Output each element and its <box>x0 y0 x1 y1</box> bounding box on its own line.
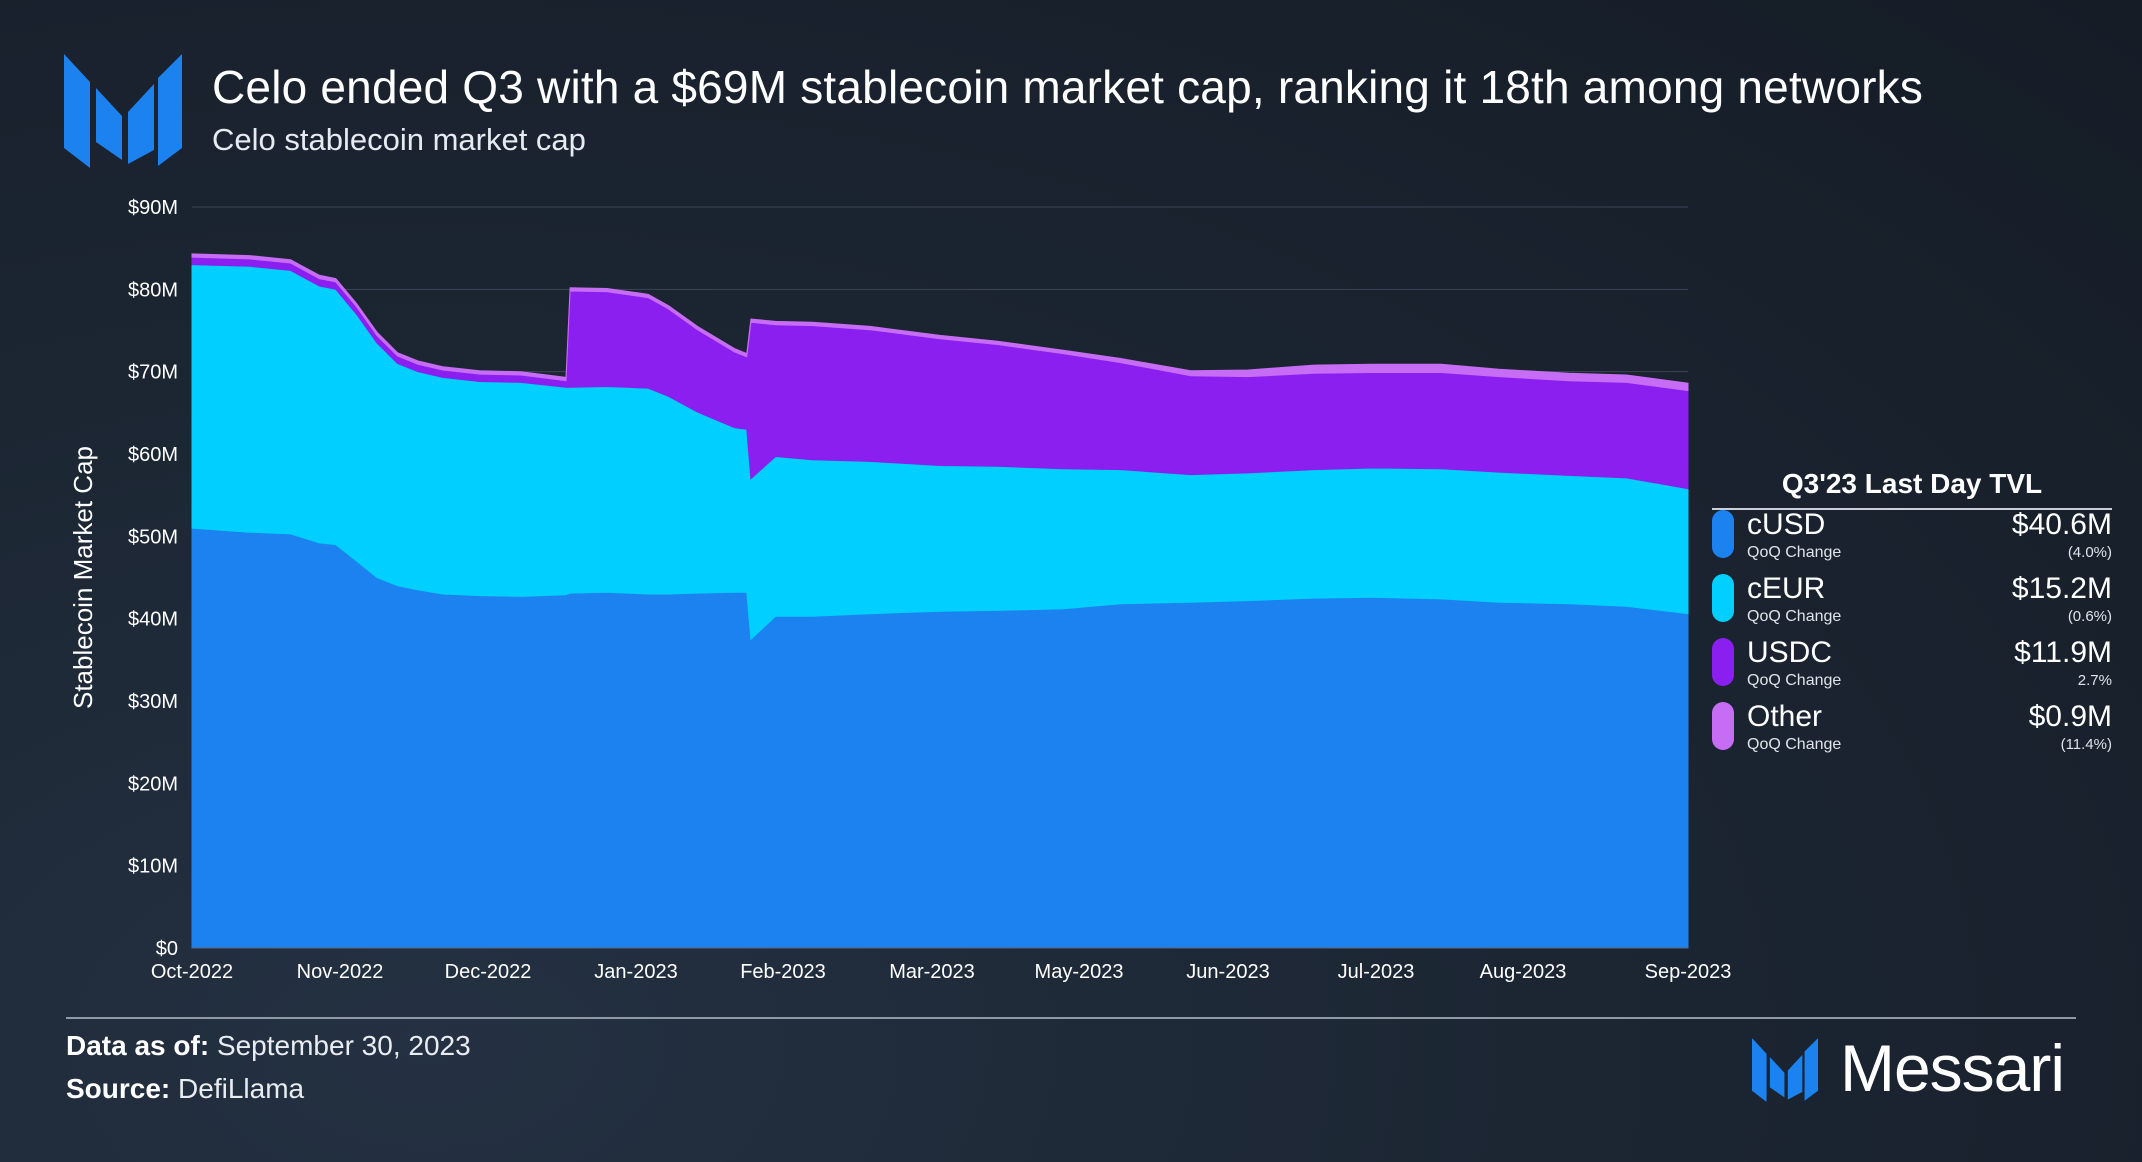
legend-item-cusd: cUSD QoQ Change $40.6M (4.0%) <box>1712 508 2112 566</box>
data-as-of: Data as of: September 30, 2023 <box>66 1030 471 1062</box>
x-tick-label: Jan-2023 <box>594 961 677 983</box>
legend-change: (0.6%) <box>2067 608 2112 625</box>
brand-name: Messari <box>1840 1031 2065 1105</box>
area-other <box>191 253 1689 392</box>
x-tick-label: May-2023 <box>1035 961 1124 983</box>
data-as-of-label: Data as of: <box>66 1030 210 1061</box>
legend-item-other: Other QoQ Change $0.9M (11.4%) <box>1712 700 2112 758</box>
legend-title: Q3'23 Last Day TVL <box>1781 468 2043 499</box>
legend-item-ceur: cEUR QoQ Change $15.2M (0.6%) <box>1712 572 2112 630</box>
legend-swatch-usdc <box>1712 638 1734 686</box>
y-tick-label: $0 <box>156 938 178 960</box>
y-tick-label: $30M <box>128 691 178 713</box>
legend-name: cEUR <box>1747 572 1826 605</box>
x-tick-label: Dec-2022 <box>445 961 532 983</box>
x-tick-label: Aug-2023 <box>1480 961 1567 983</box>
y-axis-label: Stablecoin Market Cap <box>68 446 98 709</box>
y-tick-label: $90M <box>128 197 178 219</box>
y-tick-label: $70M <box>128 362 178 384</box>
source-value: DefiLlama <box>178 1073 305 1104</box>
legend-swatch-other <box>1712 702 1734 750</box>
x-tick-label: Nov-2022 <box>297 961 384 983</box>
legend-swatch-ceur <box>1712 574 1734 622</box>
legend-subtitle: QoQ Change <box>1747 736 1842 753</box>
legend-value: $0.9M <box>2028 700 2112 733</box>
x-tick-label: Sep-2023 <box>1645 961 1732 983</box>
chart-title: Celo ended Q3 with a $69M stablecoin mar… <box>212 61 1924 113</box>
legend-change: 2.7% <box>2077 672 2112 689</box>
footer-divider <box>66 1017 2076 1019</box>
legend-item-usdc: USDC QoQ Change $11.9M 2.7% <box>1712 636 2112 694</box>
legend-change: (4.0%) <box>2067 544 2112 561</box>
legend-subtitle: QoQ Change <box>1747 608 1842 625</box>
legend-name: cUSD <box>1747 508 1826 541</box>
chart-subtitle: Celo stablecoin market cap <box>212 122 586 157</box>
x-tick-label: Oct-2022 <box>151 961 233 983</box>
legend-value: $15.2M <box>2011 572 2112 605</box>
data-as-of-value: September 30, 2023 <box>216 1030 471 1061</box>
y-tick-label: $20M <box>128 773 178 795</box>
legend-subtitle: QoQ Change <box>1747 544 1842 561</box>
legend-subtitle: QoQ Change <box>1747 672 1842 689</box>
source-label: Source: <box>66 1073 171 1104</box>
legend-change: (11.4%) <box>2060 736 2112 753</box>
legend-divider <box>1712 508 2112 510</box>
messari-logo-icon <box>1752 1038 1818 1102</box>
stacked-area-chart: $0 $10M $20M $30M $40M $50M $60M $70M $80M $90M Oc… <box>68 197 1732 983</box>
y-tick-label: $10M <box>128 856 178 878</box>
x-tick-label: Jun-2023 <box>1186 961 1269 983</box>
legend-name: USDC <box>1747 636 1833 669</box>
x-tick-label: Mar-2023 <box>889 961 975 983</box>
x-tick-label: Jul-2023 <box>1338 961 1415 983</box>
y-tick-label: $60M <box>128 444 178 466</box>
messari-logo-icon <box>64 54 182 168</box>
y-tick-label: $50M <box>128 526 178 548</box>
source: Source: DefiLlama <box>66 1073 304 1105</box>
legend-value: $11.9M <box>2014 636 2112 669</box>
legend-value: $40.6M <box>2011 508 2112 541</box>
y-tick-label: $80M <box>128 279 178 301</box>
legend: Q3'23 Last Day TVL cUSD QoQ Change $40.6… <box>1712 468 2112 753</box>
x-tick-label: Feb-2023 <box>740 961 826 983</box>
legend-swatch-cusd <box>1712 510 1734 558</box>
legend-name: Other <box>1747 700 1823 733</box>
y-tick-label: $40M <box>128 609 178 631</box>
